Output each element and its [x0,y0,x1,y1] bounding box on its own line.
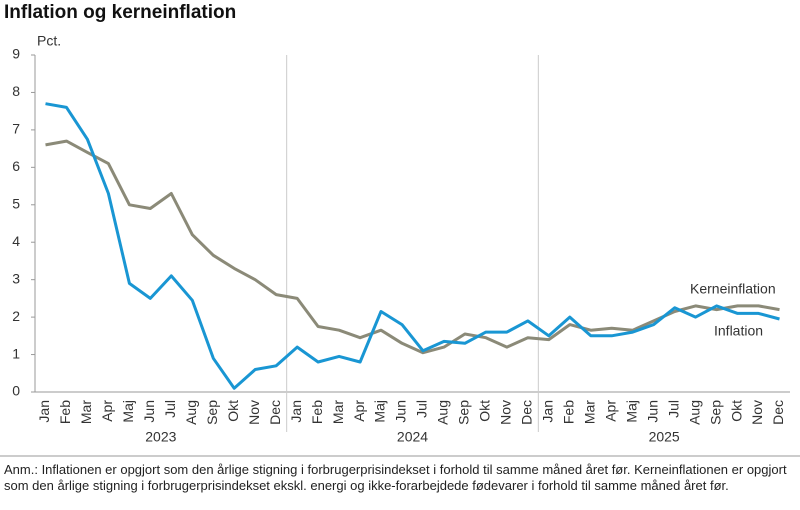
y-tick-label: 4 [12,233,20,249]
x-tick-label: Jul [414,400,430,418]
x-tick-label: Jul [665,400,681,418]
x-tick-label: Apr [602,400,618,422]
chart-title: Inflation og kerneinflation [4,2,236,23]
x-tick-label: Okt [477,400,493,422]
x-tick-label: Mar [78,400,94,424]
year-label: 2025 [649,429,680,445]
x-tick-label: Aug [183,400,199,425]
x-tick-label: Jan [540,400,556,423]
x-tick-label: Sep [456,400,472,425]
year-label: 2023 [145,429,176,445]
y-tick-label: 5 [12,195,20,211]
x-tick-label: Nov [749,400,765,425]
y-tick-label: 6 [12,158,20,174]
x-tick-label: Dec [267,400,283,425]
x-tick-label: Nov [246,400,262,425]
x-tick-label: Jan [288,400,304,423]
y-tick-label: 3 [12,270,20,286]
x-tick-label: Okt [225,400,241,422]
series-label: Kerneinflation [690,281,776,297]
y-tick-label: 9 [12,46,20,62]
x-tick-label: Jun [393,400,409,423]
series-label: Inflation [714,323,763,339]
y-axis-label: Pct. [37,33,61,49]
x-tick-label: Maj [623,400,639,423]
x-tick-label: Aug [435,400,451,425]
year-label: 2024 [397,429,428,445]
x-tick-label: Jun [141,400,157,423]
x-tick-label: Dec [770,400,786,425]
x-tick-label: Nov [498,400,514,425]
x-tick-label: Jul [162,400,178,418]
y-tick-label: 7 [12,121,20,137]
x-tick-label: Jan [36,400,52,423]
x-tick-label: Feb [57,400,73,424]
x-tick-label: Mar [581,400,597,424]
x-tick-label: Feb [309,400,325,424]
x-tick-label: Apr [351,400,367,422]
x-tick-label: Sep [204,400,220,425]
x-tick-label: Maj [120,400,136,423]
series-line [45,139,780,355]
x-tick-label: Maj [372,400,388,423]
footnote: Anm.: Inflationen er opgjort som den årl… [4,462,787,493]
x-tick-label: Jun [644,400,660,423]
x-tick-label: Dec [519,400,535,425]
x-tick-label: Aug [686,400,702,425]
x-tick-label: Okt [728,400,744,422]
y-tick-label: 8 [12,83,20,99]
y-tick-label: 1 [12,345,20,361]
y-tick-label: 0 [12,383,20,399]
x-tick-label: Apr [99,400,115,422]
chart: Inflation og kerneinflation Pct. 0 1 2 3 4 5 6… [0,2,800,457]
x-tick-label: Mar [330,400,346,424]
x-tick-label: Sep [707,400,723,425]
x-tick-label: Feb [560,400,576,424]
series-line [45,102,780,390]
y-tick-label: 2 [12,308,20,324]
